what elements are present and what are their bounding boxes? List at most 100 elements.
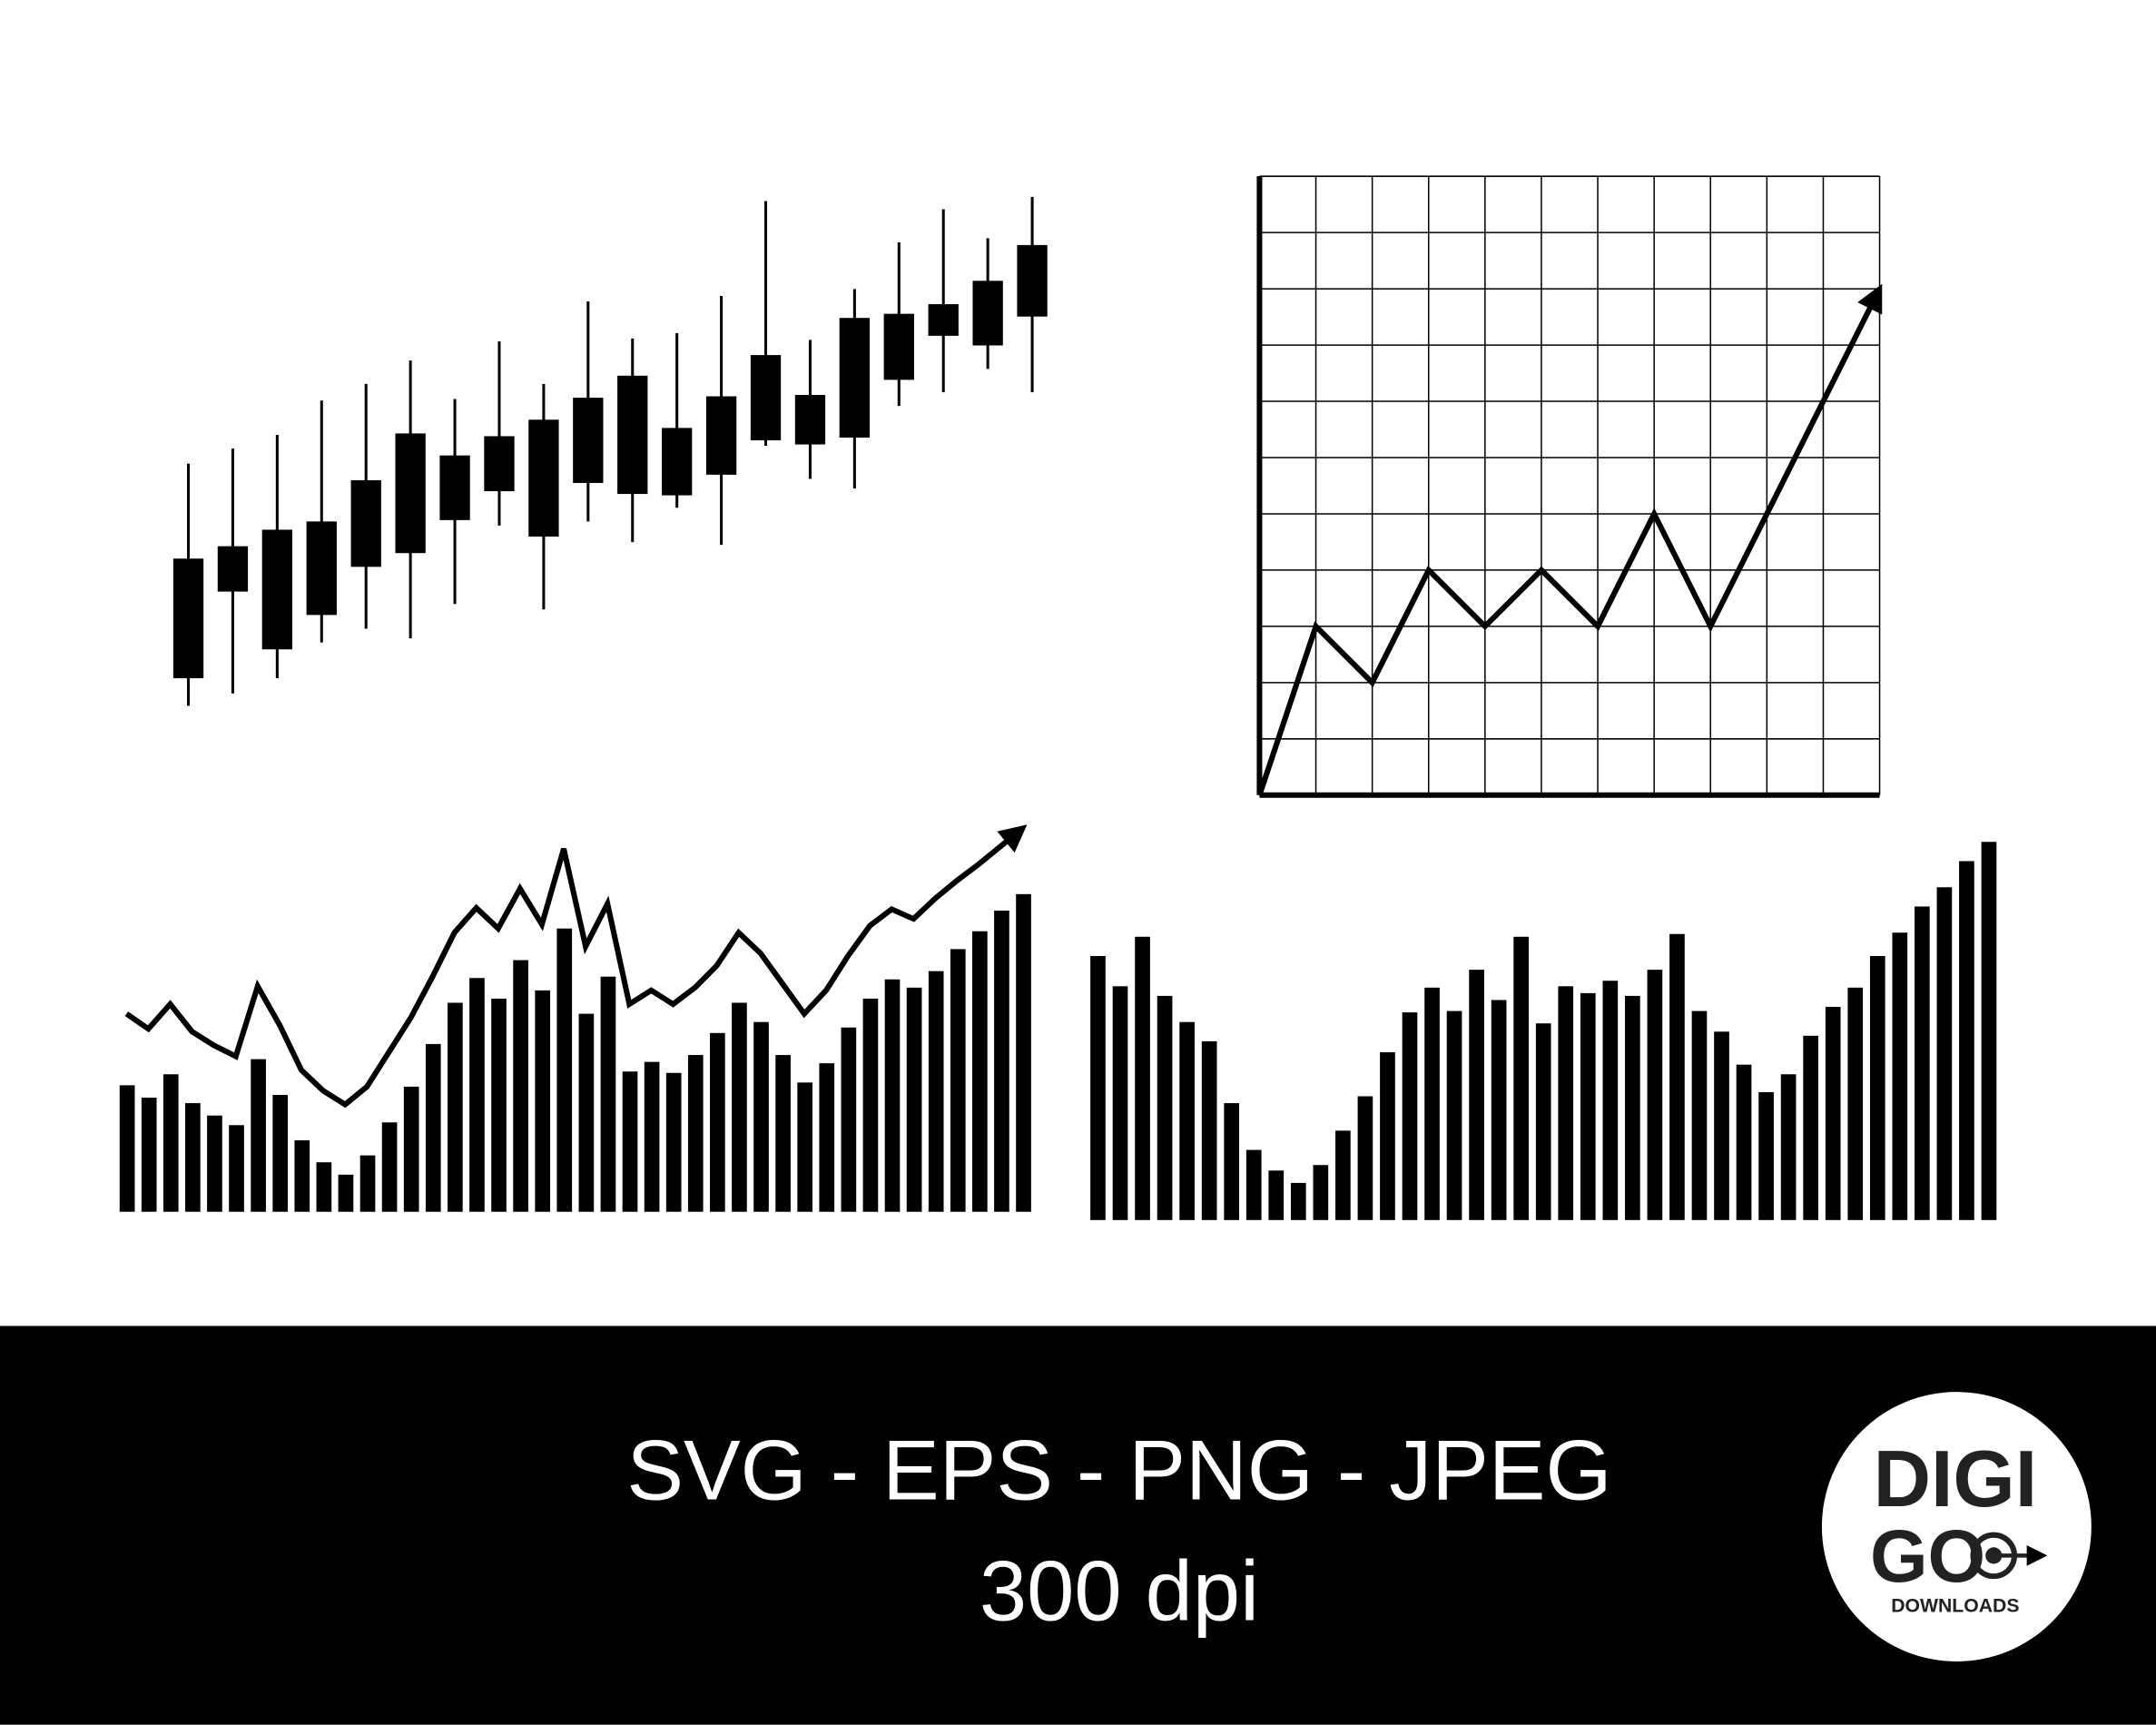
bar	[1224, 1103, 1240, 1220]
bar	[338, 1174, 354, 1212]
bar	[1736, 1064, 1752, 1220]
bar	[272, 1094, 289, 1212]
bar	[1847, 987, 1864, 1220]
bar	[1714, 1031, 1729, 1220]
candle-body	[528, 419, 559, 537]
logo-line2: GO	[1870, 1515, 1985, 1598]
candle-body	[794, 395, 826, 445]
bar	[1535, 1023, 1551, 1220]
bar	[1380, 1052, 1395, 1220]
bar	[469, 978, 485, 1212]
bar	[403, 1086, 419, 1212]
bar	[1090, 955, 1106, 1220]
bar	[1135, 936, 1150, 1220]
line-series	[124, 824, 1028, 1109]
bar	[644, 1061, 660, 1212]
bar	[1268, 1170, 1285, 1220]
formats-text: SVG - EPS - PNG - JPEG	[626, 1422, 1611, 1517]
bar	[1513, 936, 1530, 1220]
candle-body	[306, 521, 337, 616]
candle-body	[705, 396, 737, 475]
bar	[1201, 1040, 1217, 1220]
bar	[622, 1071, 638, 1212]
candle-body	[484, 436, 515, 492]
candle-body	[573, 398, 604, 483]
bar	[1112, 986, 1128, 1220]
logo: DIGI GO DOWNLOADS	[1821, 1392, 2092, 1662]
candle-body	[439, 455, 470, 520]
bar	[513, 960, 528, 1212]
candle-body	[972, 281, 1003, 346]
bar	[556, 928, 573, 1212]
bar	[491, 998, 507, 1212]
bar	[1402, 1012, 1418, 1220]
bar	[1446, 1010, 1462, 1220]
candle-body	[662, 428, 693, 496]
bar	[950, 949, 966, 1212]
bar	[1313, 1165, 1329, 1220]
bar	[207, 1115, 222, 1212]
bar	[448, 1002, 463, 1212]
candle-body	[883, 313, 914, 380]
candle-body	[395, 433, 426, 554]
bar	[1469, 970, 1484, 1220]
bar	[1803, 1035, 1818, 1220]
resolution-text: 300 dpi	[980, 1543, 1259, 1639]
candle-body	[928, 304, 959, 336]
bar	[1290, 1182, 1306, 1220]
bar	[1016, 893, 1031, 1212]
bar	[1825, 1007, 1841, 1220]
bar	[1959, 861, 1974, 1220]
bar	[1580, 992, 1596, 1220]
bar	[1179, 1021, 1195, 1220]
bar	[1335, 1130, 1351, 1220]
bar	[359, 1155, 376, 1212]
bar	[535, 990, 551, 1212]
bar	[185, 1103, 201, 1212]
bar	[1780, 1074, 1797, 1220]
bar	[1602, 981, 1619, 1220]
bar	[162, 1074, 179, 1212]
bar	[229, 1125, 244, 1212]
bar	[862, 998, 879, 1212]
candle-body	[750, 355, 782, 440]
bar	[251, 1059, 266, 1212]
bar	[906, 987, 922, 1212]
bar	[1981, 842, 1997, 1220]
bar	[1558, 986, 1574, 1220]
bar	[1869, 955, 1885, 1220]
candle-body	[261, 529, 293, 650]
candle-body	[839, 318, 871, 438]
banner	[0, 1326, 2156, 1725]
bar	[797, 1082, 813, 1212]
bar	[1691, 1010, 1708, 1220]
logo-line1: DIGI	[1874, 1434, 2038, 1523]
bar	[1892, 932, 1908, 1220]
bar	[381, 1122, 398, 1212]
bar	[710, 1032, 725, 1212]
bar	[841, 1027, 857, 1212]
bar	[753, 1021, 769, 1212]
bar	[1669, 933, 1685, 1220]
bar	[1245, 1149, 1262, 1220]
candle-body	[1017, 244, 1048, 317]
bar	[316, 1162, 332, 1212]
bar	[1758, 1091, 1774, 1220]
bar	[578, 1013, 595, 1212]
bar	[1491, 1000, 1507, 1220]
candle-body	[350, 479, 381, 567]
bar	[119, 1085, 135, 1212]
bar	[1157, 995, 1173, 1220]
bar	[972, 931, 988, 1212]
bar	[1424, 987, 1440, 1220]
candle-body	[217, 546, 249, 592]
candle-body	[172, 558, 204, 679]
bar	[425, 1043, 441, 1212]
bar	[665, 1072, 682, 1212]
bar	[819, 1063, 835, 1212]
bar	[1357, 1096, 1373, 1220]
logo-line3: DOWNLOADS	[1891, 1595, 2019, 1616]
bar	[141, 1098, 157, 1212]
bar	[775, 1055, 791, 1212]
